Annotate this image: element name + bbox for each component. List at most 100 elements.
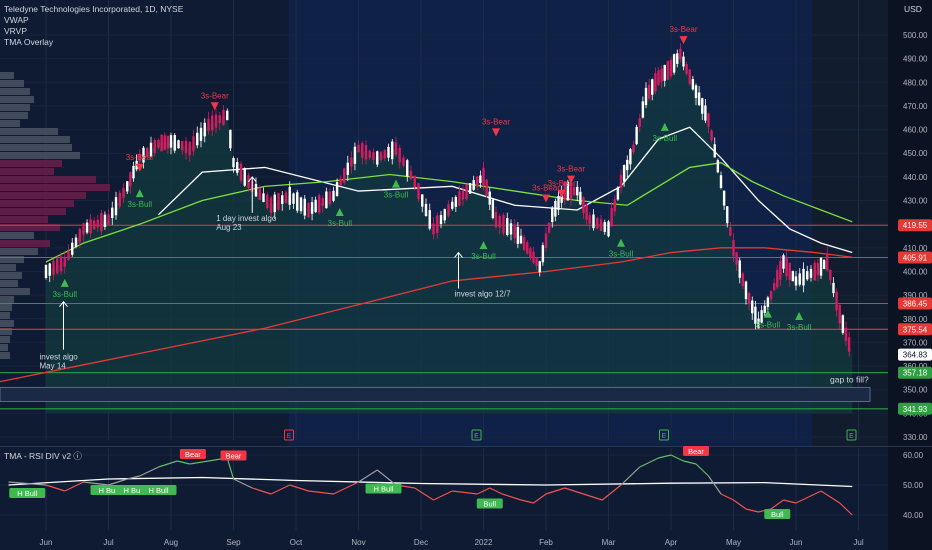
- bull-signal-marker: [763, 309, 772, 318]
- candle-body: [691, 79, 695, 90]
- level-tag-label: 357.18: [903, 369, 928, 378]
- rsi-title[interactable]: TMA - RSI DIV v2 ⓘ: [4, 451, 82, 461]
- candle-body: [735, 252, 738, 265]
- candle-body: [169, 135, 173, 148]
- ma-line-red: [0, 247, 853, 383]
- x-tick-label: Feb: [539, 538, 553, 547]
- candle-body: [769, 291, 773, 300]
- level-tag-label: 341.93: [903, 405, 928, 414]
- candle-body: [502, 215, 505, 234]
- rsi-line-segment: [670, 454, 684, 462]
- candle-body: [776, 269, 779, 288]
- indicator-vwap[interactable]: VWAP: [4, 15, 29, 25]
- y-tick-label: 490.00: [903, 55, 928, 64]
- bear-signal-marker: [679, 36, 688, 45]
- bull-signal-label: 3s-Bull: [787, 323, 812, 332]
- y-tick-label: 360.00: [903, 362, 928, 371]
- candle-body: [813, 262, 816, 281]
- candle-body: [353, 146, 357, 164]
- rsi-panel[interactable]: H Bull H Bull H Bull H Bull Bear Bear H Bull Bu…: [0, 446, 932, 550]
- candle-body: [173, 135, 176, 151]
- bear-signal-marker: [557, 189, 566, 198]
- candle-body: [243, 168, 246, 186]
- candle-body: [153, 140, 156, 154]
- candle-body: [67, 251, 70, 260]
- candle-body: [71, 242, 74, 255]
- candle-body: [529, 248, 532, 257]
- candle-body: [100, 212, 103, 232]
- level-tag-label: 419.55: [903, 221, 928, 230]
- x-tick-label: Sep: [226, 538, 241, 547]
- candle-body: [132, 165, 135, 179]
- rsi-ma-line: [8, 476, 853, 488]
- candle-body: [751, 300, 754, 314]
- indicator-vrvp[interactable]: VRVP: [4, 26, 27, 36]
- last-price-tag: [898, 348, 932, 361]
- candle-body: [196, 132, 199, 146]
- candle-body: [421, 194, 424, 207]
- price-fill-area: [46, 53, 853, 414]
- candle-body: [806, 271, 809, 280]
- volume-profile-bar: [0, 152, 80, 159]
- candle-body: [188, 141, 191, 156]
- earnings-marker-label: E: [662, 433, 667, 440]
- bear-signal-label: 3s-Bear: [548, 179, 576, 188]
- candle-body: [726, 206, 729, 224]
- rsi-axis-background: [888, 447, 932, 550]
- bull-signal-marker: [335, 207, 344, 216]
- rsi-divergence-label: Bear: [226, 452, 242, 461]
- x-tick-label: Jun: [40, 538, 53, 547]
- candle-body: [114, 197, 118, 216]
- indicator-tma-overlay[interactable]: TMA Overlay: [4, 37, 54, 47]
- candle-body: [146, 147, 149, 157]
- earnings-marker: [846, 429, 857, 441]
- candle-body: [603, 222, 606, 232]
- rsi-divergence-label: H Bull: [17, 489, 37, 498]
- candle-body: [522, 237, 526, 251]
- candle-body: [829, 269, 832, 281]
- candle-body: [491, 199, 495, 219]
- candle-body: [89, 219, 92, 234]
- candle-body: [310, 202, 314, 214]
- level-tag: [898, 366, 932, 379]
- rsi-line-segment: [452, 490, 478, 495]
- candle-body: [321, 198, 324, 206]
- bear-signal-marker: [210, 102, 219, 111]
- rsi-line-segment: [64, 481, 84, 492]
- rsi-line-segment: [308, 490, 334, 495]
- rsi-line-segment: [708, 475, 722, 495]
- candle-body: [566, 181, 570, 201]
- earnings-marker: [471, 429, 482, 441]
- volume-profile-bar: [0, 120, 20, 127]
- rsi-line-segment: [83, 481, 109, 486]
- volume-profile-bar: [0, 112, 28, 119]
- candle-body: [232, 158, 235, 168]
- candle-body: [296, 192, 299, 211]
- candle-body: [685, 64, 688, 74]
- volume-profile-bar: [0, 208, 66, 215]
- candle-body: [847, 337, 851, 352]
- volume-profile-bar: [0, 280, 18, 287]
- annotation-text: 1 day invest algo: [216, 214, 277, 223]
- rsi-line-segment: [252, 487, 272, 495]
- candle-body: [694, 85, 698, 99]
- price-chart[interactable]: gap to fill? 3s-Bear 3s-Bull 3s-Bull 3s-Bea…: [0, 0, 932, 446]
- candle-body: [538, 261, 541, 273]
- bull-signal-label: 3s-Bull: [471, 252, 496, 261]
- annotation-arrowhead: [247, 176, 257, 183]
- y-tick-label: 400.00: [903, 267, 928, 276]
- level-tag: [898, 402, 932, 415]
- symbol-title[interactable]: Teledyne Technologies Incorporated, 1D, …: [4, 4, 184, 14]
- candle-body: [688, 69, 691, 84]
- level-tag: [898, 323, 932, 336]
- candle-body: [569, 182, 573, 200]
- currency-label: USD: [904, 4, 922, 14]
- rsi-line-segment: [745, 508, 759, 513]
- candle-body: [138, 154, 141, 162]
- volume-profile-bar: [0, 344, 8, 351]
- rsi-line-segment: [601, 484, 622, 501]
- rsi-divergence-label: H Bull: [123, 486, 143, 495]
- candle-body: [372, 152, 375, 160]
- volume-profile-bar: [0, 96, 34, 103]
- candle-body: [48, 263, 51, 276]
